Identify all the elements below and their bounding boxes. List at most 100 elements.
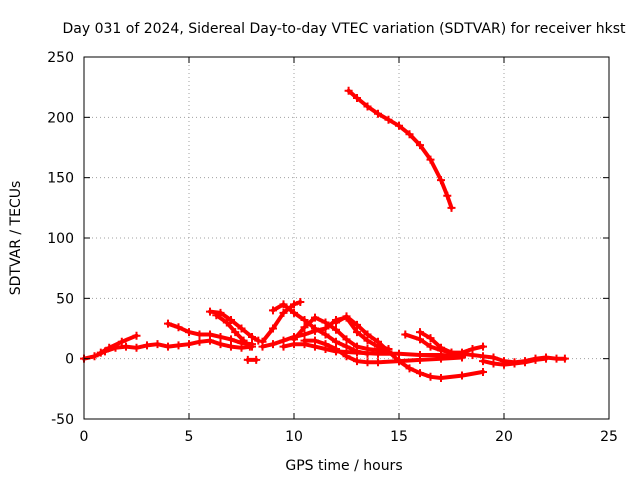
data-point: [269, 324, 277, 333]
data-point: [416, 355, 424, 364]
data-point: [321, 340, 330, 349]
data-point: [426, 334, 435, 343]
x-axis-label: GPS time / hours: [285, 458, 402, 474]
data-point: [279, 308, 288, 317]
y-tick-label: 150: [47, 171, 74, 187]
data-point: [342, 352, 351, 361]
data-point: [185, 340, 193, 349]
data-point: [468, 351, 477, 360]
data-point: [132, 331, 141, 340]
data-point: [416, 328, 424, 337]
data-point: [269, 340, 277, 349]
data-point: [227, 342, 235, 351]
data-point: [269, 306, 277, 315]
data-point: [447, 351, 456, 360]
data-point: [426, 372, 435, 381]
data-point: [521, 358, 529, 367]
data-point: [206, 330, 214, 339]
data-point: [500, 360, 508, 369]
x-tick-label: 25: [600, 429, 618, 445]
data-point: [227, 335, 235, 344]
data-point: [332, 318, 340, 327]
data-point: [231, 328, 240, 337]
data-point: [416, 369, 424, 378]
data-point: [311, 313, 319, 322]
data-point: [416, 335, 424, 344]
data-point: [105, 343, 114, 352]
data-point: [405, 364, 414, 373]
data-point: [174, 341, 183, 350]
series-line-track-14: [346, 88, 454, 210]
data-point: [374, 109, 382, 118]
data-point: [164, 342, 172, 351]
data-point: [353, 342, 361, 351]
data-point: [363, 330, 372, 339]
data-point: [552, 354, 561, 363]
x-tick-label: 10: [285, 429, 303, 445]
data-point: [560, 354, 569, 363]
data-point: [443, 191, 452, 200]
data-point: [296, 297, 305, 306]
data-point: [542, 354, 550, 363]
data-point: [90, 352, 99, 361]
data-point: [405, 130, 414, 139]
data-point: [374, 346, 382, 355]
data-point: [384, 115, 393, 124]
data-point: [363, 102, 372, 111]
data-point: [332, 325, 340, 334]
data-layer: [80, 86, 569, 382]
data-point: [416, 141, 424, 150]
data-point: [426, 155, 435, 164]
data-point: [321, 330, 330, 339]
data-point: [300, 323, 309, 332]
data-point: [300, 316, 309, 325]
x-tick-label: 5: [185, 429, 194, 445]
data-point: [290, 308, 298, 317]
y-tick-label: -50: [51, 412, 74, 428]
data-point: [216, 340, 225, 349]
data-point: [332, 337, 340, 346]
data-point: [290, 335, 298, 344]
data-point: [363, 358, 372, 367]
x-tick-label: 15: [390, 429, 408, 445]
data-point: [437, 343, 445, 352]
data-point: [206, 307, 214, 316]
data-point: [437, 176, 445, 185]
data-point: [96, 348, 105, 357]
data-point: [153, 340, 162, 349]
data-point: [216, 332, 225, 341]
data-point: [437, 373, 445, 382]
data-point: [248, 332, 256, 341]
data-point: [122, 342, 130, 351]
data-point: [374, 337, 382, 346]
data-point: [353, 328, 361, 337]
data-point: [395, 357, 403, 366]
y-tick-label: 100: [47, 231, 74, 247]
data-point: [245, 342, 254, 351]
data-point: [384, 347, 393, 356]
y-tick-label: 50: [56, 291, 74, 307]
data-point: [117, 337, 126, 346]
data-point: [426, 342, 435, 351]
data-point: [342, 342, 351, 351]
data-point: [458, 371, 466, 380]
data-point: [237, 324, 246, 333]
data-point: [489, 359, 498, 368]
data-point: [353, 357, 361, 366]
data-point: [195, 330, 204, 339]
data-point: [395, 121, 403, 130]
data-point: [311, 336, 319, 345]
data-point: [321, 318, 330, 327]
data-point: [374, 358, 382, 367]
grid-layer: [84, 57, 609, 419]
data-point: [401, 330, 410, 339]
data-point: [185, 328, 193, 337]
data-point: [437, 352, 445, 361]
series-line-track-9: [271, 302, 370, 356]
data-point: [252, 355, 261, 364]
data-point: [332, 345, 340, 354]
data-point: [279, 300, 288, 309]
x-tick-label: 20: [495, 429, 513, 445]
